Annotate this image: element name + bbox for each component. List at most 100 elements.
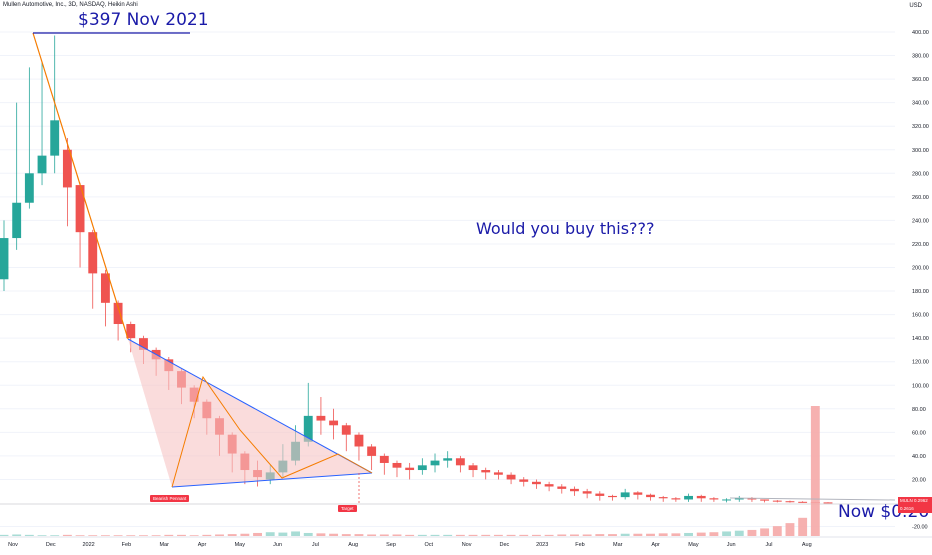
candle-body (671, 498, 681, 500)
x-tick-label: Jul (312, 542, 319, 548)
volume-bar (0, 534, 9, 536)
question-annotation: Would you buy this??? (476, 219, 655, 238)
volume-bar (785, 523, 795, 536)
y-tick-label: 120.00 (912, 360, 929, 366)
x-tick-label: May (235, 542, 246, 548)
y-tick-label: 160.00 (912, 313, 929, 319)
volume-bar (658, 533, 668, 536)
volume-bar (557, 534, 567, 536)
volume-bar (367, 534, 377, 536)
y-tick-label: 60.00 (912, 430, 926, 436)
x-tick-label: Dec (46, 542, 56, 548)
y-tick-label: 400.00 (912, 30, 929, 36)
volume-bar (810, 406, 820, 536)
candle-body (75, 185, 85, 233)
y-tick-label: -20.00 (912, 525, 928, 531)
y-tick-label: 280.00 (912, 171, 929, 177)
volume-bar (215, 534, 224, 536)
candle-body (823, 502, 833, 504)
y-tick-label: 140.00 (912, 336, 929, 342)
candle-body (506, 474, 516, 480)
volume-bar (75, 535, 85, 536)
candle-body (481, 470, 491, 473)
zigzag-line (171, 375, 373, 488)
candle-body (50, 120, 60, 156)
y-tick-label: 240.00 (912, 218, 929, 224)
candle-body (646, 494, 655, 498)
volume-bar (126, 535, 136, 536)
candle-body (696, 495, 706, 499)
volume-bar (646, 533, 655, 536)
x-tick-label: Sep (386, 542, 396, 548)
volume-bar (405, 534, 415, 536)
candle-body (468, 465, 478, 471)
volume-bar (544, 534, 554, 536)
volume-bar (506, 534, 516, 536)
x-tick-label: Aug (802, 542, 812, 548)
candle-body (12, 202, 22, 239)
volume-bar (202, 534, 212, 536)
candle-body (100, 273, 110, 303)
candle-body (443, 458, 453, 461)
bearish-pennant-tag: Bearish Pennant (150, 495, 190, 502)
volume-bar (608, 534, 617, 536)
volume-bar (620, 533, 630, 536)
candle-body (570, 488, 579, 492)
x-tick-label: Jul (765, 542, 772, 548)
candle-body (379, 455, 389, 463)
volume-bar (582, 534, 592, 536)
candle-body (760, 499, 770, 501)
candle-body (785, 501, 795, 503)
y-tick-label: 340.00 (912, 101, 929, 107)
candle-body (316, 415, 326, 421)
pennant-upper-line (127, 338, 373, 474)
volume-bar (772, 526, 782, 536)
volume-bar (62, 534, 72, 536)
candle-body (493, 472, 503, 475)
candle-body (139, 338, 148, 350)
trend-line (32, 32, 129, 340)
pennant-lower-line (171, 472, 373, 488)
candle-body (595, 493, 605, 496)
volume-bar (164, 534, 174, 536)
candle-body (722, 499, 732, 501)
x-tick-label: Mar (613, 542, 623, 548)
volume-bar (12, 534, 22, 536)
volume-bar (37, 535, 47, 536)
candle-body (684, 495, 693, 500)
volume-bar (100, 535, 110, 536)
volume-bar (189, 535, 199, 536)
candle-body (62, 149, 72, 188)
volume-bar (291, 531, 301, 536)
x-tick-label: Dec (500, 542, 510, 548)
volume-bar (760, 528, 770, 536)
x-tick-label: Feb (122, 542, 131, 548)
candle-body (37, 155, 47, 174)
y-tick-label: 300.00 (912, 148, 929, 154)
recent-price-line (729, 497, 896, 501)
volume-bar (696, 532, 706, 536)
x-tick-label: Feb (575, 542, 584, 548)
symbol-title: Mullen Automotive, Inc., 3D, NASDAQ, Hei… (3, 2, 138, 8)
volume-bar (734, 530, 744, 536)
target-tag: Target (338, 505, 357, 512)
candle-body (734, 498, 744, 500)
volume-bar (481, 534, 491, 536)
volume-bar (392, 534, 402, 536)
y-tick-label: 100.00 (912, 383, 929, 389)
volume-bar (722, 531, 732, 536)
x-tick-label: Jun (727, 542, 736, 548)
volume-bar (379, 534, 389, 536)
candle-body (608, 495, 617, 498)
candle-body (329, 420, 339, 426)
y-tick-label: 360.00 (912, 77, 929, 83)
volume-bar (316, 533, 326, 536)
candle-body (417, 465, 427, 471)
volume-bar (227, 534, 237, 536)
volume-bar (747, 529, 757, 536)
y-tick-label: 20.00 (912, 477, 926, 483)
volume-bar (455, 534, 465, 536)
y-tick-label: 80.00 (912, 407, 926, 413)
